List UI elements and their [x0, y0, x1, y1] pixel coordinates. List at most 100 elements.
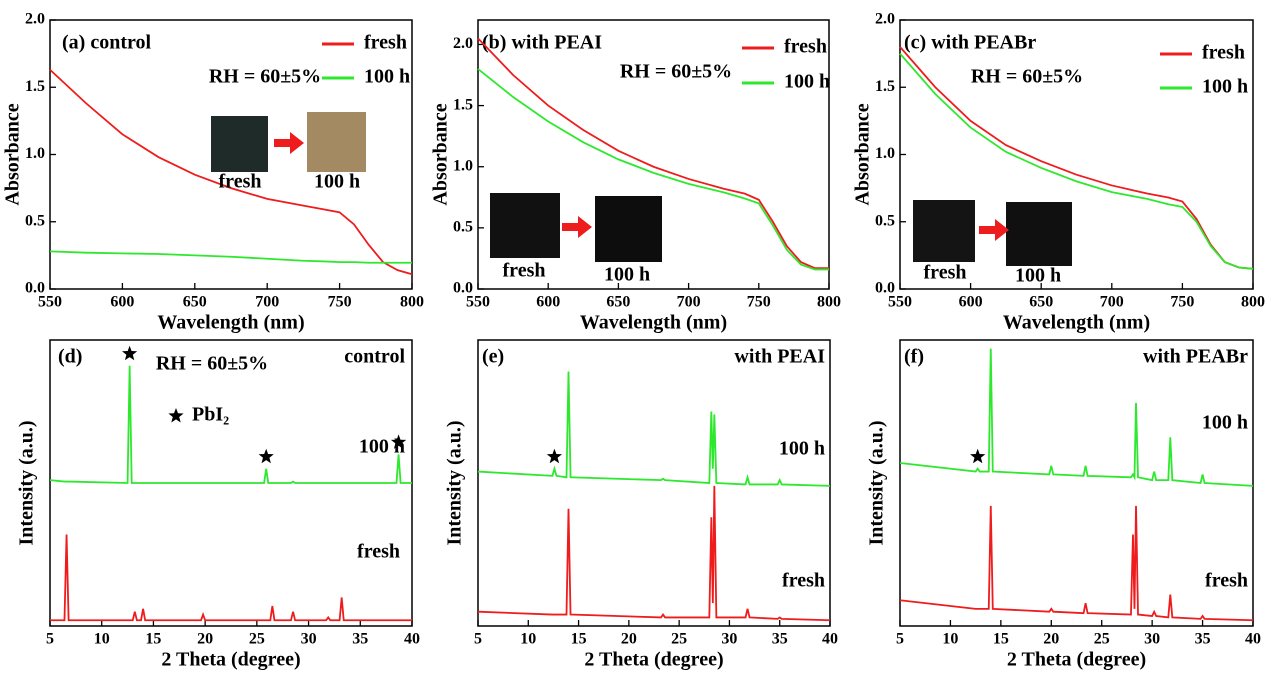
x-tick-label: 40 — [1245, 631, 1261, 648]
series-label: 100 h — [1202, 412, 1248, 434]
inset-photo — [211, 116, 268, 172]
x-tick-label: 700 — [255, 294, 279, 311]
legend-marker — [168, 408, 184, 423]
y-axis-label: Absorbance — [430, 103, 452, 205]
x-tick-label: 5 — [46, 631, 54, 648]
x-axis-label: 2 Theta (degree) — [1007, 649, 1146, 671]
legend-label: 100 h — [784, 71, 830, 93]
x-tick-label: 10 — [94, 631, 110, 648]
marker-label: PbI₂ — [192, 404, 229, 426]
panel-label: with PEAI — [734, 346, 825, 368]
x-tick-label: 35 — [352, 631, 368, 648]
x-tick-label: 15 — [993, 631, 1009, 648]
peak-marker — [546, 448, 562, 464]
y-tick-label: 0.5 — [25, 212, 45, 229]
x-tick-label: 40 — [404, 631, 420, 648]
x-tick-label: 20 — [1043, 631, 1059, 648]
x-tick-label: 600 — [959, 294, 983, 311]
series-line — [49, 365, 412, 484]
plot-frame — [899, 339, 1254, 627]
x-tick-label: 550 — [888, 294, 912, 311]
x-tick-label: 25 — [249, 631, 265, 648]
y-axis-label: Absorbance — [2, 103, 24, 205]
series-label: fresh — [1205, 570, 1248, 592]
series-line — [49, 250, 412, 264]
panel-title: (a) control — [62, 32, 151, 54]
plot-frame — [477, 19, 830, 290]
y-tick-label: 1.5 — [875, 78, 895, 95]
y-tick-label: 0.5 — [875, 212, 895, 229]
x-tick-label: 30 — [301, 631, 317, 648]
series-line — [50, 534, 412, 622]
inset-photo — [913, 200, 975, 262]
peak-marker — [970, 448, 986, 464]
y-axis-label: Intensity (a.u.) — [16, 420, 38, 545]
x-tick-label: 800 — [817, 294, 841, 311]
y-tick-label: 1.0 — [25, 145, 45, 162]
panel-title: (d) — [58, 346, 82, 368]
y-tick-label: 0.0 — [25, 280, 45, 297]
x-tick-label: 750 — [747, 294, 771, 311]
panel-label: with PEABr — [1143, 346, 1248, 368]
x-tick-label: 800 — [1241, 294, 1265, 311]
peak-marker — [390, 434, 407, 449]
series-label: 100 h — [779, 438, 825, 460]
peak-marker — [258, 448, 274, 464]
inset-photo — [490, 193, 560, 258]
x-tick-label: 600 — [536, 294, 560, 311]
x-tick-label: 650 — [606, 294, 630, 311]
x-tick-label: 550 — [38, 294, 62, 311]
x-tick-label: 30 — [721, 631, 737, 648]
y-axis-label: Intensity (a.u.) — [444, 420, 466, 545]
y-tick-label: 1.0 — [453, 157, 473, 174]
x-tick-label: 5 — [896, 631, 904, 648]
inset-label: fresh — [219, 171, 262, 193]
series-line — [477, 37, 829, 270]
inset-label: fresh — [503, 260, 546, 282]
x-tick-label: 800 — [400, 294, 424, 311]
legend-label: fresh — [1202, 42, 1245, 64]
inset-arrow — [562, 216, 592, 238]
x-tick-label: 25 — [671, 631, 687, 648]
x-tick-label: 35 — [1195, 631, 1211, 648]
y-tick-label: 1.0 — [875, 145, 895, 162]
panel-title: (e) — [482, 346, 504, 368]
x-tick-label: 20 — [621, 631, 637, 648]
x-axis-label: 2 Theta (degree) — [584, 649, 723, 671]
inset-photo — [595, 196, 662, 262]
x-axis-label: 2 Theta (degree) — [161, 649, 300, 671]
y-tick-label: 2.0 — [453, 35, 473, 52]
y-tick-label: 0.5 — [453, 219, 473, 236]
x-axis-label: Wavelength (nm) — [580, 312, 727, 334]
series-line — [899, 505, 1254, 622]
inset-arrow — [979, 219, 1009, 241]
y-tick-label: 2.0 — [25, 11, 45, 28]
x-tick-label: 550 — [466, 294, 490, 311]
annotation: RH = 60±5% — [156, 353, 268, 375]
inset-photo — [1006, 202, 1072, 266]
annotation: RH = 60±5% — [971, 66, 1083, 88]
x-tick-label: 750 — [1170, 294, 1194, 311]
series-line — [477, 68, 829, 271]
x-tick-label: 30 — [1144, 631, 1160, 648]
panel-label: control — [344, 346, 405, 368]
x-tick-label: 750 — [328, 294, 352, 311]
x-tick-label: 700 — [1100, 294, 1124, 311]
x-tick-label: 15 — [145, 631, 161, 648]
series-line — [477, 371, 831, 487]
y-tick-label: 2.0 — [875, 11, 895, 28]
inset-label: 100 h — [314, 171, 360, 193]
legend-label: 100 h — [1202, 76, 1248, 98]
y-tick-label: 1.5 — [453, 96, 473, 113]
x-tick-label: 20 — [197, 631, 213, 648]
y-tick-label: 0.0 — [875, 280, 895, 297]
peak-marker — [122, 345, 138, 361]
x-tick-label: 650 — [1029, 294, 1053, 311]
panel-title: (b) with PEAI — [482, 32, 602, 54]
inset-arrow — [274, 132, 304, 154]
annotation: RH = 60±5% — [209, 66, 321, 88]
x-tick-label: 35 — [772, 631, 788, 648]
inset-photo — [307, 112, 366, 172]
series-label: fresh — [357, 541, 400, 563]
plot-frame — [477, 339, 831, 627]
